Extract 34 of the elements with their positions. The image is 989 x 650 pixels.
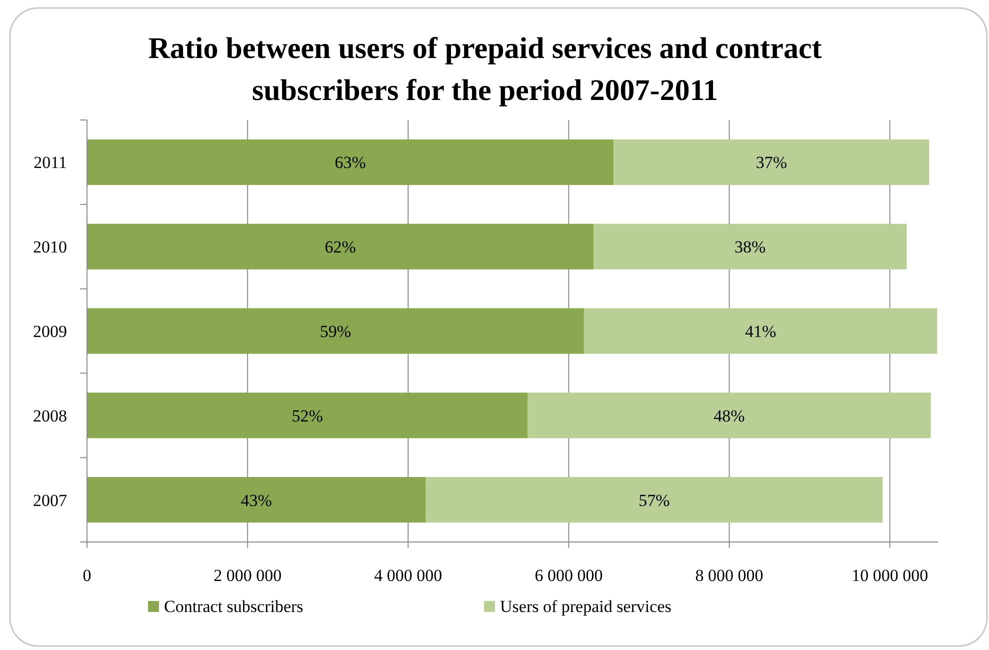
x-tick-label: 0 (82, 566, 92, 585)
y-tick-label: 2008 (33, 406, 67, 426)
bar (584, 308, 938, 354)
annotation: 52% (292, 406, 323, 426)
x-tick-label: 2 000 000 (214, 566, 282, 585)
bar (594, 224, 907, 270)
bar (87, 477, 426, 523)
annotation: 59% (320, 322, 352, 341)
y-tick-label: 2011 (34, 153, 67, 172)
bar (87, 139, 614, 185)
annotation: 37% (756, 153, 787, 172)
y-tick-label: 2010 (33, 238, 67, 257)
x-tick-label: 4 000 000 (374, 566, 442, 585)
bar (426, 477, 883, 523)
annotation: 38% (734, 238, 766, 257)
annotation: 48% (714, 406, 745, 426)
bar (87, 308, 584, 354)
annotation: 43% (240, 490, 272, 510)
chart-title: Ratio between users of prepaid services and contract subscribers for the period 2007-2011 (148, 32, 822, 107)
x-tick-label: 8 000 000 (695, 566, 764, 585)
y-tick-label: 2009 (33, 322, 67, 341)
bar (87, 224, 594, 270)
bar (614, 139, 930, 185)
x-tick-label: 10 000 000 (852, 566, 928, 585)
y-tick-label: 2007 (33, 490, 68, 510)
annotation: 63% (334, 153, 366, 172)
x-tick-label: 6 000 000 (534, 566, 603, 585)
bar (528, 392, 931, 438)
annotation: 62% (324, 238, 356, 257)
legend-label: Users of prepaid services (500, 597, 672, 616)
annotation: 57% (638, 490, 670, 510)
legend-label: Contract subscribers (164, 597, 304, 616)
annotation: 41% (744, 322, 776, 341)
bar (87, 392, 528, 438)
